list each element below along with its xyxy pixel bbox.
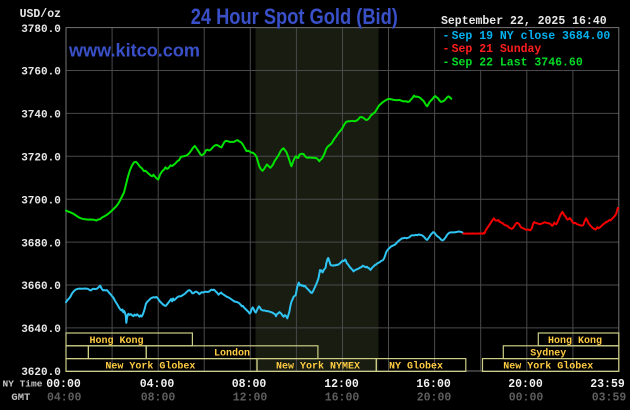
svg-text:3680.0: 3680.0 [21,238,61,250]
svg-text:08:00: 08:00 [232,378,267,391]
svg-text:New York NYMEX: New York NYMEX [276,360,360,372]
svg-text:-: - [443,56,450,69]
svg-text:New York Globex: New York Globex [105,360,195,372]
svg-text:04:00: 04:00 [140,378,175,391]
svg-text:Sep 22 Last 3746.60: Sep 22 Last 3746.60 [452,56,583,69]
svg-text:Sep 19 NY close 3684.00: Sep 19 NY close 3684.00 [452,30,611,43]
svg-text:Sep 21 Sunday: Sep 21 Sunday [452,43,542,56]
svg-text:00:00: 00:00 [509,391,544,404]
svg-text:20:00: 20:00 [508,378,543,391]
svg-text:3760.0: 3760.0 [21,67,61,79]
svg-text:12:00: 12:00 [233,391,268,404]
svg-text:3720.0: 3720.0 [21,153,61,165]
svg-text:-: - [443,30,450,43]
svg-text:00:00: 00:00 [46,378,81,391]
svg-text:24 Hour Spot Gold (Bid): 24 Hour Spot Gold (Bid) [191,4,398,29]
svg-text:16:00: 16:00 [416,378,451,391]
svg-text:3660.0: 3660.0 [21,281,61,293]
svg-text:3740.0: 3740.0 [21,110,61,122]
svg-text:September 22, 2025 16:40: September 22, 2025 16:40 [441,15,607,28]
svg-text:3620.0: 3620.0 [21,367,61,379]
svg-text:NY Time: NY Time [3,378,43,389]
svg-text:20:00: 20:00 [417,391,452,404]
svg-text:04:00: 04:00 [47,391,82,404]
svg-text:3780.0: 3780.0 [21,24,61,36]
svg-text:Hong Kong: Hong Kong [89,336,143,347]
svg-text:Hong Kong: Hong Kong [548,336,602,347]
svg-text:USD/oz: USD/oz [20,8,62,21]
svg-text:Sydney: Sydney [530,348,566,360]
svg-text:12:00: 12:00 [324,378,359,391]
svg-text:www.kitco.com: www.kitco.com [68,39,200,60]
svg-text:03:59: 03:59 [592,391,627,404]
svg-text:08:00: 08:00 [141,391,176,404]
svg-text:GMT: GMT [11,392,30,404]
svg-text:-: - [443,43,450,56]
svg-text:London: London [214,348,250,360]
svg-text:3700.0: 3700.0 [21,195,61,207]
svg-text:NY Globex: NY Globex [389,360,443,372]
svg-text:16:00: 16:00 [325,391,360,404]
svg-text:New York Globex: New York Globex [503,360,593,372]
svg-text:23:59: 23:59 [590,378,625,391]
svg-text:3640.0: 3640.0 [21,324,61,336]
